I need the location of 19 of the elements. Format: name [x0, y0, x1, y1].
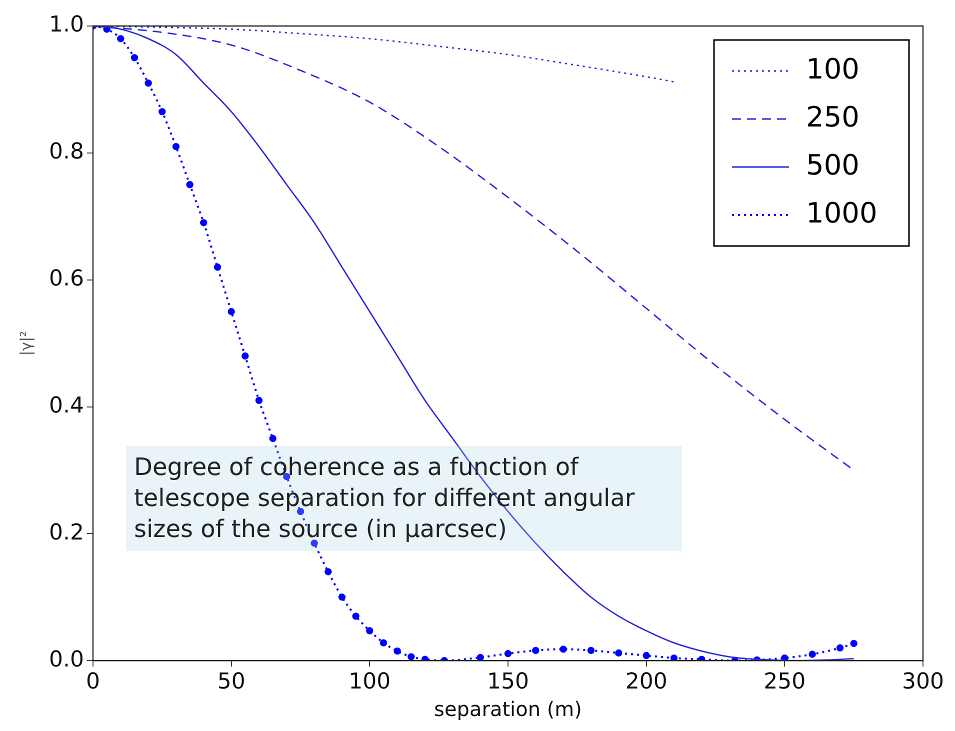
y-tick-label: 0.2 — [48, 520, 84, 546]
y-tick-label: 0.8 — [48, 140, 84, 165]
y-tick-label: 0.0 — [48, 647, 84, 672]
legend-label: 1000 — [806, 196, 878, 230]
x-tick-label: 100 — [348, 670, 391, 695]
y-tick-label: 0.6 — [48, 266, 84, 292]
x-tick-label: 300 — [902, 670, 944, 695]
y-axis-title: |γ|² — [16, 330, 35, 356]
y-tick-label: 1.0 — [48, 12, 84, 38]
x-axis-title: separation (m) — [434, 697, 582, 722]
x-tick-label: 250 — [764, 670, 806, 695]
x-tick-label: 0 — [86, 670, 100, 695]
x-tick-label: 150 — [486, 670, 529, 695]
legend-label: 500 — [806, 148, 860, 182]
x-tick-label: 200 — [625, 670, 668, 695]
legend-label: 250 — [806, 100, 860, 134]
y-tick-label: 0.4 — [48, 393, 84, 418]
legend-label: 100 — [806, 52, 860, 86]
x-tick-label: 50 — [217, 670, 246, 695]
